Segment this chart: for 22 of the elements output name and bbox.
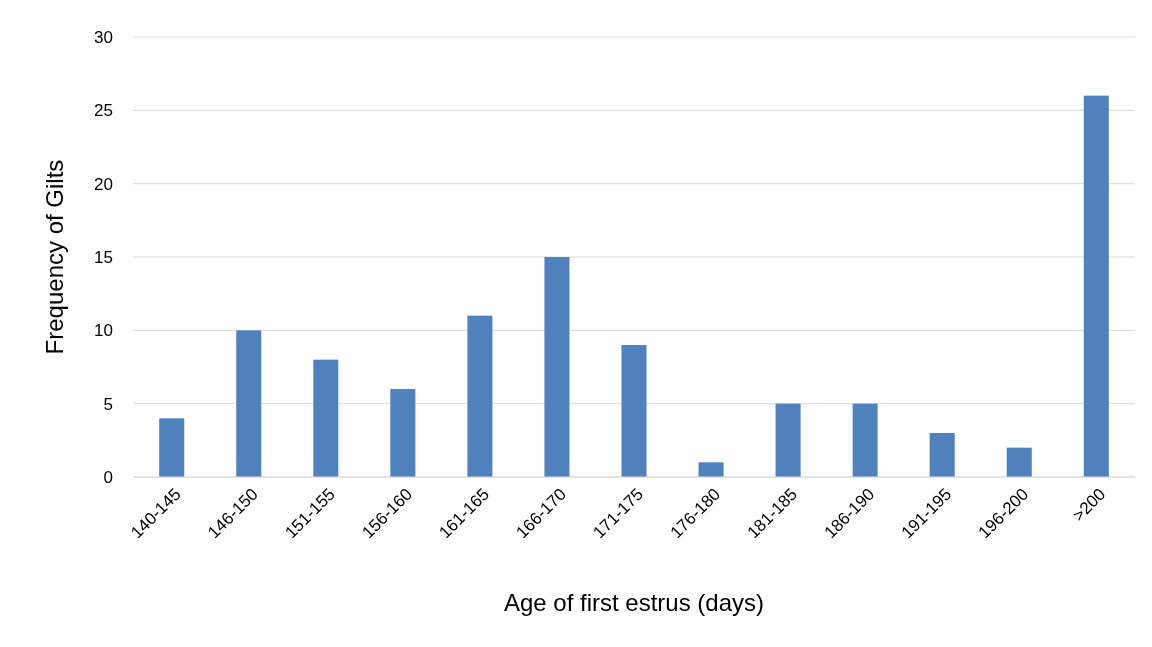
y-tick-label: 30 [94,27,113,47]
y-tick-label: 20 [94,174,113,194]
bar [698,462,724,477]
x-axis-title: Age of first estrus (days) [503,589,765,616]
y-tick-label: 10 [94,321,113,341]
bar [544,257,570,477]
bar [1006,447,1032,477]
bar [390,389,416,477]
bar [775,403,801,477]
bar [467,315,493,477]
bar [1083,95,1109,477]
y-axis-title: Frequency of Gilts [41,159,68,355]
bar [621,345,647,477]
y-tick-label: 15 [94,247,113,267]
bar [852,403,878,477]
y-tick-label: 5 [103,394,113,414]
bar [929,433,955,477]
y-tick-label: 25 [94,101,113,121]
bar [236,330,262,477]
y-tick-label: 0 [103,467,113,487]
bar [313,359,339,477]
bar [159,418,185,477]
